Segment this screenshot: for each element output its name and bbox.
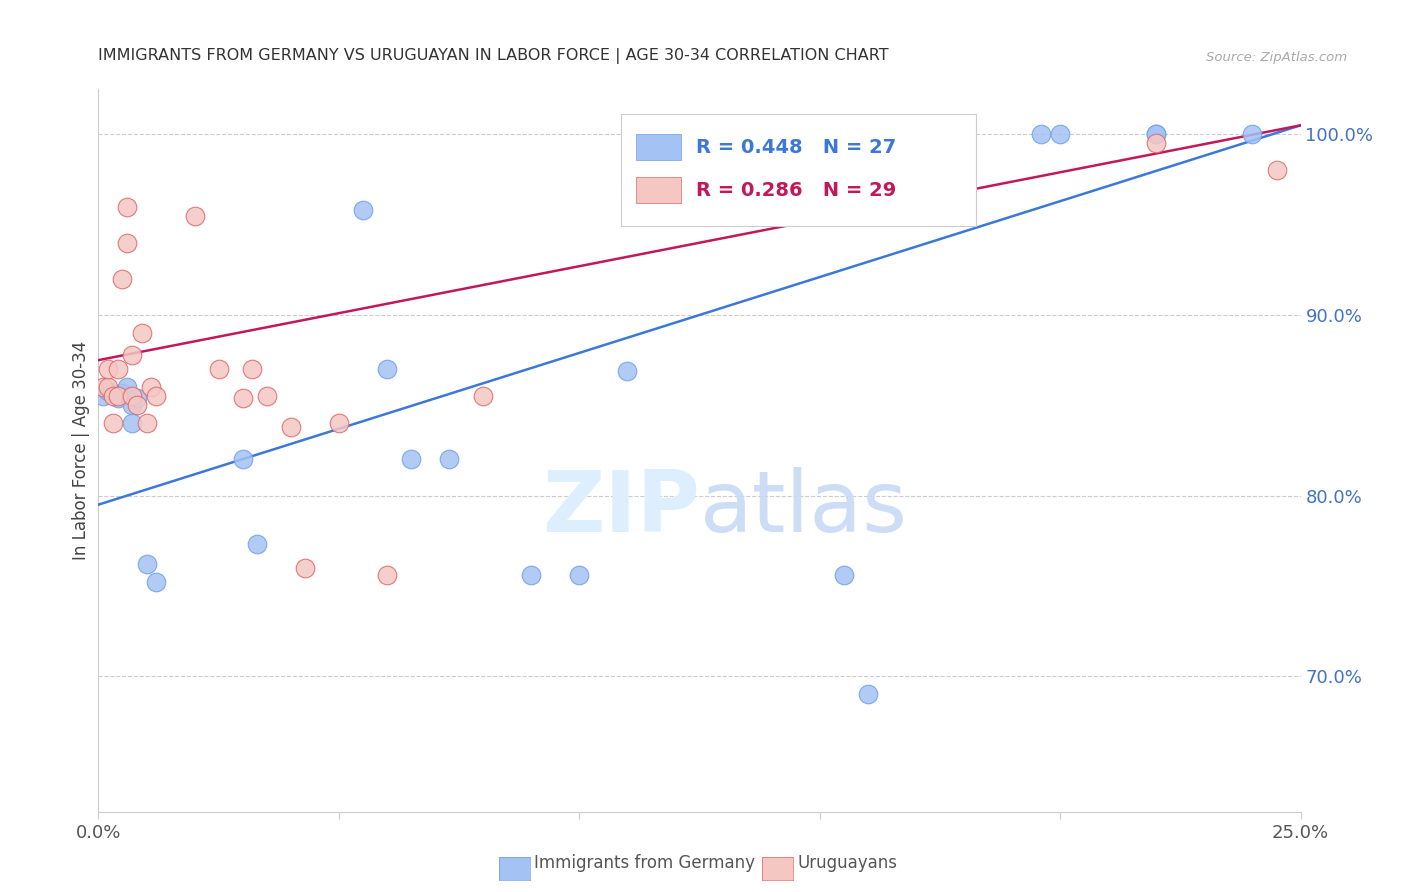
Point — [91, 389, 114, 403]
Text: ZIP: ZIP — [541, 467, 699, 549]
Point — [832, 568, 855, 582]
Point — [135, 417, 157, 431]
Point — [97, 380, 120, 394]
Point — [568, 568, 591, 582]
Point — [472, 389, 495, 403]
Point — [117, 380, 139, 394]
Point — [280, 420, 302, 434]
Point — [328, 417, 350, 431]
Text: IMMIGRANTS FROM GERMANY VS URUGUAYAN IN LABOR FORCE | AGE 30-34 CORRELATION CHAR: IMMIGRANTS FROM GERMANY VS URUGUAYAN IN … — [98, 48, 889, 64]
Point — [240, 362, 263, 376]
Point — [1029, 128, 1052, 142]
Point — [121, 417, 143, 431]
Point — [856, 687, 879, 701]
Point — [107, 389, 129, 403]
Point — [375, 568, 398, 582]
Y-axis label: In Labor Force | Age 30-34: In Labor Force | Age 30-34 — [72, 341, 90, 560]
Point — [294, 561, 316, 575]
Point — [131, 326, 153, 340]
Point — [1049, 128, 1071, 142]
Point — [208, 362, 231, 376]
Point — [121, 348, 143, 362]
Point — [1265, 163, 1288, 178]
Text: R = 0.448   N = 27: R = 0.448 N = 27 — [696, 137, 896, 156]
Point — [1144, 128, 1167, 142]
Point — [97, 384, 120, 398]
Point — [91, 380, 114, 394]
Point — [1144, 128, 1167, 142]
Point — [1241, 128, 1264, 142]
Point — [399, 452, 422, 467]
Text: Source: ZipAtlas.com: Source: ZipAtlas.com — [1206, 51, 1347, 64]
FancyBboxPatch shape — [636, 178, 682, 203]
Point — [375, 362, 398, 376]
Point — [117, 235, 139, 250]
Point — [107, 362, 129, 376]
Point — [135, 558, 157, 572]
Point — [439, 452, 461, 467]
Point — [145, 575, 167, 590]
Point — [183, 209, 205, 223]
Point — [101, 387, 124, 401]
FancyBboxPatch shape — [636, 134, 682, 160]
Point — [121, 398, 143, 412]
Text: R = 0.286   N = 29: R = 0.286 N = 29 — [696, 181, 896, 200]
Point — [141, 380, 163, 394]
FancyBboxPatch shape — [621, 114, 976, 227]
Point — [125, 398, 148, 412]
Point — [111, 385, 134, 400]
Text: Immigrants from Germany: Immigrants from Germany — [534, 855, 755, 872]
Point — [352, 203, 374, 218]
Text: Uruguayans: Uruguayans — [797, 855, 897, 872]
Point — [107, 391, 129, 405]
Point — [616, 364, 638, 378]
Point — [97, 362, 120, 376]
Point — [232, 391, 254, 405]
Point — [121, 389, 143, 403]
Point — [246, 537, 269, 551]
Point — [145, 389, 167, 403]
Point — [101, 417, 124, 431]
Point — [101, 389, 124, 403]
Point — [232, 452, 254, 467]
Point — [111, 272, 134, 286]
Point — [117, 200, 139, 214]
Point — [1144, 136, 1167, 151]
Point — [520, 568, 543, 582]
Text: atlas: atlas — [699, 467, 907, 549]
Point — [125, 391, 148, 405]
Point — [256, 389, 278, 403]
